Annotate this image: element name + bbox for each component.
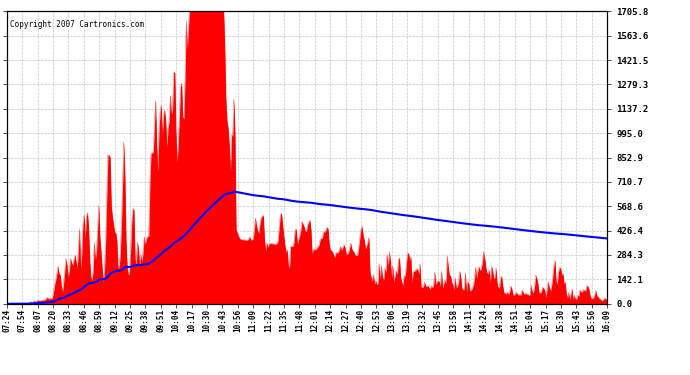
Text: Copyright 2007 Cartronics.com: Copyright 2007 Cartronics.com	[10, 20, 144, 29]
Text: West Array Actual Power (red) & Running Average Power (blue) (Watts) Thu Dec 13 : West Array Actual Power (red) & Running …	[79, 11, 611, 21]
